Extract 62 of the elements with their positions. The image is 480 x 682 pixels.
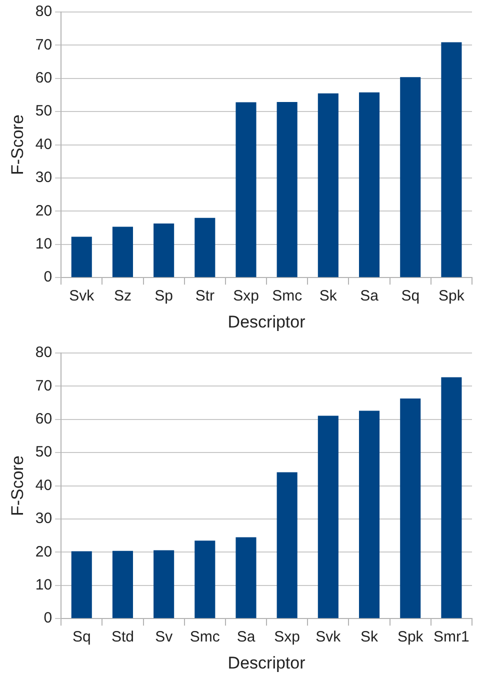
x-tick-label: Sxp xyxy=(274,628,300,646)
bar xyxy=(154,223,174,278)
x-tick-label: Svk xyxy=(316,628,342,646)
bar xyxy=(194,218,216,278)
bar xyxy=(112,550,133,618)
bar xyxy=(276,472,298,618)
y-tick-label: 60 xyxy=(35,70,52,87)
bar xyxy=(112,226,133,278)
bar xyxy=(71,551,92,618)
x-tick-label: Spk xyxy=(397,628,424,646)
x-tick-label: Sp xyxy=(154,288,173,305)
y-tick-label: 80 xyxy=(35,3,52,20)
y-tick-label: 30 xyxy=(35,169,52,186)
x-tick-label: Sxp xyxy=(233,288,259,305)
y-axis-title: F-Score xyxy=(8,114,27,176)
x-tick-label: Spk xyxy=(438,288,465,305)
x-tick-label: Sq xyxy=(401,288,420,305)
y-tick-label: 20 xyxy=(35,543,52,560)
x-tick-label: Sk xyxy=(319,288,338,305)
y-tick-label: 70 xyxy=(35,377,52,394)
y-tick-label: 70 xyxy=(35,36,52,54)
x-tick-label: Sk xyxy=(360,628,379,646)
bar xyxy=(236,102,256,278)
y-tick-label: 0 xyxy=(44,268,52,286)
y-axis-title: F-Score xyxy=(8,456,27,516)
bar xyxy=(318,93,338,278)
y-tick-label: 10 xyxy=(35,236,52,253)
y-tick-label: 40 xyxy=(35,476,52,494)
y-tick-label: 30 xyxy=(35,510,52,528)
y-tick-label: 0 xyxy=(44,610,52,627)
x-tick-label: Smc xyxy=(272,288,303,305)
y-tick-label: 60 xyxy=(35,410,52,428)
bar xyxy=(154,550,174,618)
y-tick-label: 50 xyxy=(35,102,52,120)
x-tick-label: Smc xyxy=(190,628,220,646)
bar xyxy=(400,398,421,618)
bar xyxy=(276,102,298,278)
bar xyxy=(318,416,338,618)
y-tick-label: 10 xyxy=(35,576,52,594)
y-tick-label: 80 xyxy=(35,344,52,362)
x-tick-label: Smr1 xyxy=(434,628,470,646)
bar xyxy=(194,540,216,618)
bar xyxy=(441,42,462,278)
x-tick-label: Svk xyxy=(69,288,95,305)
x-axis-title: Descriptor xyxy=(228,312,306,332)
x-tick-label: Std xyxy=(111,628,134,646)
y-tick-label: 50 xyxy=(35,444,52,461)
bar xyxy=(359,92,380,278)
y-tick-label: 40 xyxy=(35,136,52,153)
x-tick-label: Sz xyxy=(114,288,132,305)
x-tick-label: Sv xyxy=(155,628,174,646)
x-tick-label: Sq xyxy=(72,628,91,646)
x-axis-title: Descriptor xyxy=(228,653,306,672)
x-tick-label: Sa xyxy=(236,628,256,646)
bar xyxy=(400,77,421,278)
bar xyxy=(359,410,380,618)
bar xyxy=(236,537,256,618)
x-tick-label: Str xyxy=(195,288,214,305)
bar xyxy=(441,377,462,618)
bar xyxy=(71,236,92,278)
y-tick-label: 20 xyxy=(35,202,52,220)
x-tick-label: Sa xyxy=(360,288,380,305)
